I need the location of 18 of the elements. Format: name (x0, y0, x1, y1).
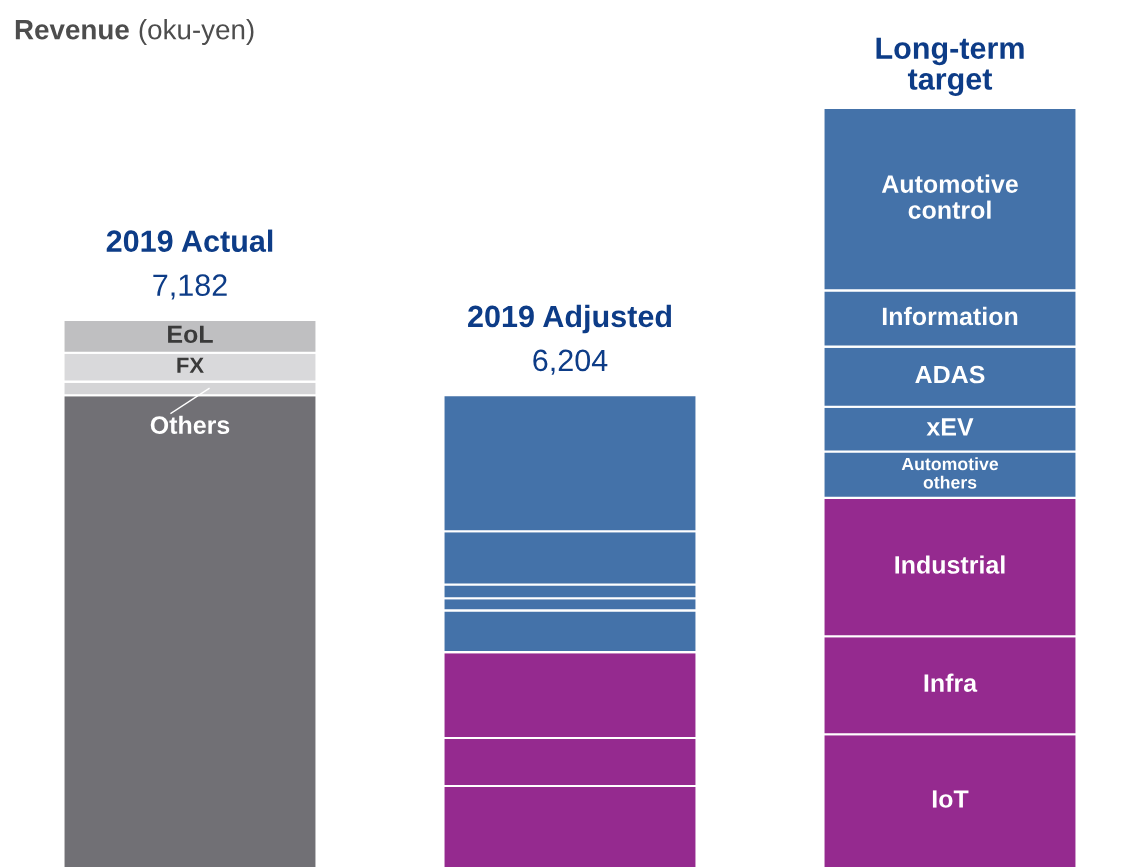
series-label: Information (882, 306, 1018, 326)
series-label: IoT (932, 790, 969, 808)
series-label: Automotive control (881, 174, 1018, 219)
chart-subtitle: (oku-yen) (139, 19, 254, 45)
annotation: 6,204 (533, 349, 608, 375)
series-label: Others (150, 415, 230, 434)
series-label: Industrial (895, 555, 1005, 574)
series-label: FX (177, 357, 204, 373)
x-tick-label: Long-term target (876, 37, 1024, 96)
x-tick-label: 2019 Adjusted (468, 304, 672, 334)
series-label: Infra (924, 673, 978, 692)
annotation: 7,182 (153, 274, 227, 300)
series-label: EoL (168, 325, 213, 344)
x-tick-label: 2019 Actual (106, 229, 273, 252)
series-label: ADAS (915, 365, 985, 384)
series-label: Automotive others (901, 457, 999, 489)
chart-title: Revenue (15, 20, 129, 40)
series-label: xEV (926, 418, 974, 436)
